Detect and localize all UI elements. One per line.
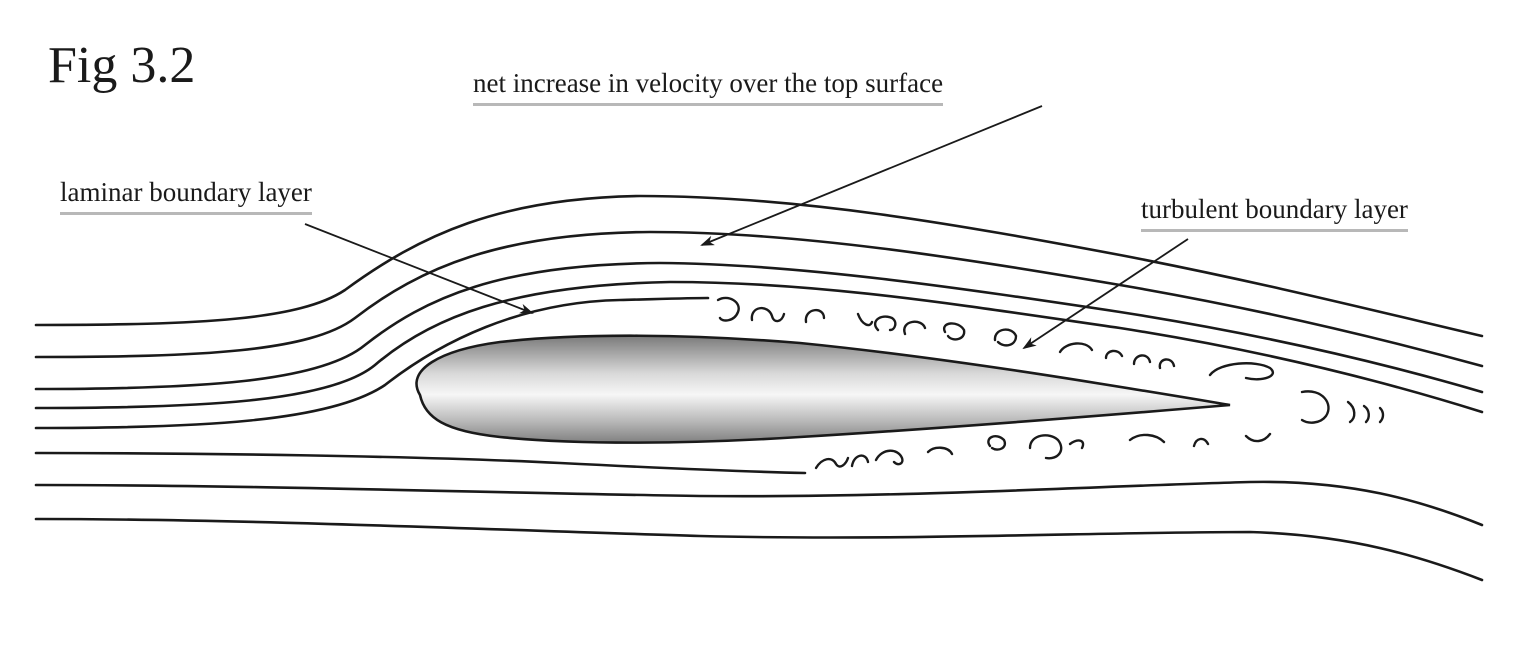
eddy-upper-13 bbox=[1208, 362, 1274, 381]
eddy-upper-5 bbox=[873, 315, 897, 332]
eddy-lower-6 bbox=[1028, 434, 1063, 460]
streamline-laminar bbox=[34, 296, 710, 430]
streamline-lower-3 bbox=[34, 517, 1484, 582]
streamline-upper-3 bbox=[34, 261, 1484, 394]
eddy-upper-7 bbox=[942, 322, 966, 341]
eddy-upper-4 bbox=[856, 312, 874, 327]
eddy-lower-9 bbox=[1192, 437, 1210, 448]
streamline-lower-2 bbox=[34, 480, 1484, 527]
arrow-laminar bbox=[304, 223, 534, 314]
wake-eddy-2 bbox=[1346, 400, 1356, 424]
eddy-upper-1 bbox=[716, 296, 740, 322]
wake-eddy-3 bbox=[1362, 404, 1370, 424]
eddy-lower-4 bbox=[926, 446, 954, 456]
wake-eddy-1 bbox=[1300, 390, 1330, 424]
eddy-upper-3 bbox=[804, 309, 826, 324]
eddy-upper-9 bbox=[1058, 342, 1094, 354]
arrow-turbulent bbox=[1022, 238, 1189, 350]
arrow-velocity bbox=[700, 105, 1043, 246]
callout-velocity-increase: net increase in velocity over the top su… bbox=[473, 68, 944, 106]
streamline-lower-1 bbox=[34, 451, 807, 475]
streamline-upper-1 bbox=[34, 194, 1484, 338]
callout-turbulent-boundary-layer: turbulent boundary layer bbox=[1141, 194, 1408, 232]
wake-eddy-4 bbox=[1378, 406, 1385, 424]
streamline-upper-2 bbox=[34, 230, 1484, 368]
eddy-lower-8 bbox=[1128, 433, 1166, 444]
eddy-lower-2 bbox=[850, 454, 870, 468]
eddy-upper-2 bbox=[750, 307, 786, 323]
callout-laminar-boundary-layer: laminar boundary layer bbox=[60, 177, 312, 215]
eddy-lower-10 bbox=[1244, 432, 1272, 443]
streamline-upper-4 bbox=[34, 280, 1484, 414]
eddy-lower-5 bbox=[987, 435, 1007, 451]
eddy-lower-1 bbox=[814, 456, 850, 470]
eddy-upper-10 bbox=[1104, 349, 1124, 360]
eddy-upper-11 bbox=[1132, 354, 1152, 366]
airfoil bbox=[415, 334, 1231, 444]
eddy-upper-8 bbox=[993, 328, 1018, 347]
eddy-upper-12 bbox=[1158, 358, 1176, 370]
eddy-lower-3 bbox=[874, 449, 904, 466]
eddy-upper-6 bbox=[903, 320, 927, 336]
eddy-lower-7 bbox=[1068, 439, 1085, 450]
figure-title: Fig 3.2 bbox=[48, 37, 196, 94]
